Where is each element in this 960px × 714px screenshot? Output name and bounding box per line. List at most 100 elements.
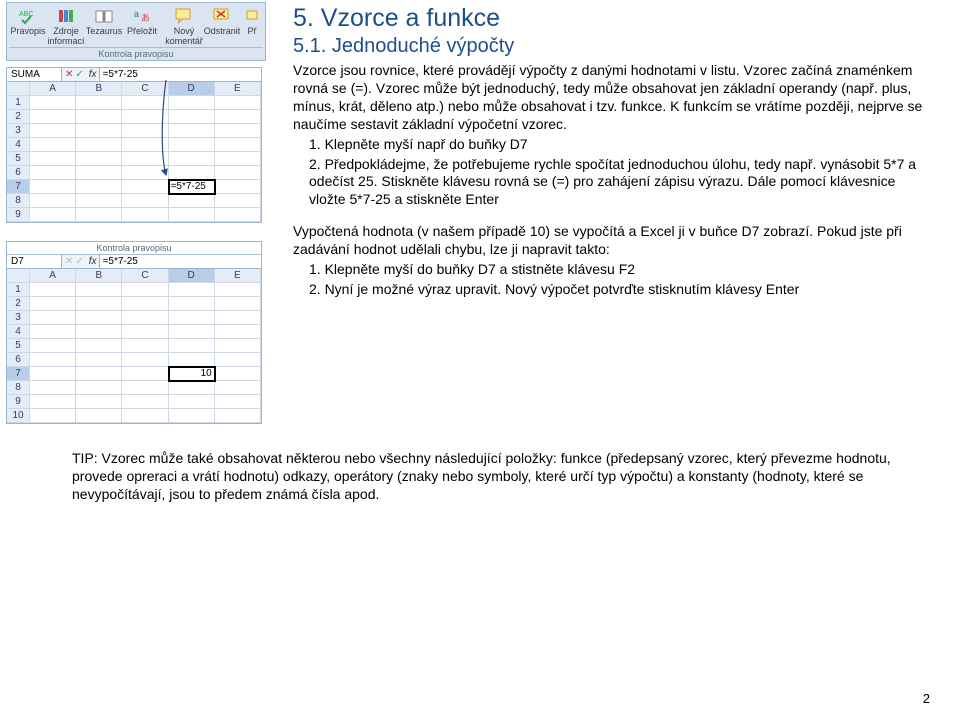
cell[interactable]: [215, 297, 261, 311]
cell[interactable]: [76, 311, 122, 325]
cell[interactable]: [169, 138, 215, 152]
cell[interactable]: [76, 367, 122, 381]
ribbon-button-thesaurus[interactable]: Tezaurus: [85, 5, 123, 37]
cell[interactable]: [76, 395, 122, 409]
cell[interactable]: [30, 96, 76, 110]
row-header[interactable]: 3: [7, 311, 30, 325]
cell[interactable]: [76, 152, 122, 166]
col-header[interactable]: A: [30, 269, 76, 283]
cell[interactable]: [30, 110, 76, 124]
cell[interactable]: [215, 311, 261, 325]
cell[interactable]: [30, 353, 76, 367]
formula-bar-buttons[interactable]: ✕ ✓: [62, 69, 87, 80]
cell[interactable]: [122, 124, 168, 138]
cell[interactable]: [122, 367, 168, 381]
cell[interactable]: [76, 297, 122, 311]
cell[interactable]: [30, 166, 76, 180]
row-header[interactable]: 5: [7, 152, 30, 166]
formula-input[interactable]: =5*7-25: [99, 255, 261, 268]
formula-input[interactable]: =5*7-25: [99, 68, 261, 81]
grid[interactable]: A B C D E 1 2 3 4 5 6 7=5*7-25 8 9: [7, 82, 261, 222]
row-header[interactable]: 4: [7, 138, 30, 152]
cell[interactable]: [122, 311, 168, 325]
cell[interactable]: [215, 325, 261, 339]
cell[interactable]: [30, 395, 76, 409]
cell[interactable]: [169, 395, 215, 409]
row-header[interactable]: 2: [7, 297, 30, 311]
cell[interactable]: [169, 283, 215, 297]
cell[interactable]: [76, 180, 122, 194]
cell[interactable]: [76, 110, 122, 124]
ribbon-button-prev[interactable]: Př: [241, 5, 263, 37]
cell[interactable]: [169, 110, 215, 124]
cell[interactable]: [76, 166, 122, 180]
cell[interactable]: [215, 381, 261, 395]
row-header[interactable]: 10: [7, 409, 30, 423]
row-header[interactable]: 1: [7, 283, 30, 297]
cell[interactable]: [169, 353, 215, 367]
col-header[interactable]: D: [169, 82, 215, 96]
row-header[interactable]: 1: [7, 96, 30, 110]
cell[interactable]: [215, 353, 261, 367]
cell[interactable]: [169, 166, 215, 180]
cell[interactable]: [76, 381, 122, 395]
cell[interactable]: [215, 395, 261, 409]
cell[interactable]: [122, 353, 168, 367]
cell[interactable]: [169, 409, 215, 423]
cell[interactable]: [122, 96, 168, 110]
cell[interactable]: [215, 110, 261, 124]
cell[interactable]: [169, 325, 215, 339]
row-header[interactable]: 3: [7, 124, 30, 138]
cell[interactable]: [76, 208, 122, 222]
cell[interactable]: [122, 325, 168, 339]
cell[interactable]: [122, 180, 168, 194]
cell[interactable]: [169, 208, 215, 222]
cell[interactable]: [169, 96, 215, 110]
cell[interactable]: [76, 325, 122, 339]
cell[interactable]: [30, 311, 76, 325]
col-header[interactable]: A: [30, 82, 76, 96]
row-header[interactable]: 6: [7, 166, 30, 180]
cell[interactable]: [30, 339, 76, 353]
ribbon-button-delete[interactable]: Odstranit: [203, 5, 241, 37]
row-header[interactable]: 8: [7, 381, 30, 395]
cell[interactable]: [122, 152, 168, 166]
cell[interactable]: [30, 367, 76, 381]
col-header[interactable]: E: [215, 269, 261, 283]
cell[interactable]: [215, 339, 261, 353]
cell[interactable]: [76, 124, 122, 138]
cell[interactable]: [76, 194, 122, 208]
cell[interactable]: [122, 166, 168, 180]
cell[interactable]: [30, 381, 76, 395]
cell[interactable]: [215, 180, 261, 194]
cell[interactable]: [30, 124, 76, 138]
row-header[interactable]: 8: [7, 194, 30, 208]
cell[interactable]: [76, 339, 122, 353]
ribbon-button-spellcheck[interactable]: ABC Pravopis: [9, 5, 47, 37]
row-header[interactable]: 5: [7, 339, 30, 353]
cell[interactable]: [122, 409, 168, 423]
cell[interactable]: [215, 194, 261, 208]
cell[interactable]: [215, 152, 261, 166]
cell[interactable]: [169, 194, 215, 208]
cell[interactable]: [122, 283, 168, 297]
cell[interactable]: [122, 138, 168, 152]
cell[interactable]: [215, 124, 261, 138]
cell[interactable]: [30, 297, 76, 311]
cell[interactable]: [30, 325, 76, 339]
row-header[interactable]: 7: [7, 180, 30, 194]
cell[interactable]: [122, 208, 168, 222]
cell[interactable]: [169, 311, 215, 325]
cell[interactable]: [122, 194, 168, 208]
cell[interactable]: [30, 180, 76, 194]
cell-d7[interactable]: 10: [169, 367, 215, 381]
cell[interactable]: [215, 208, 261, 222]
grid[interactable]: A B C D E 1 2 3 4 5 6 710 8 9 10: [7, 269, 261, 423]
grid-corner[interactable]: [7, 269, 30, 283]
cell[interactable]: [215, 138, 261, 152]
cell[interactable]: [122, 110, 168, 124]
cell[interactable]: [76, 409, 122, 423]
col-header[interactable]: B: [76, 82, 122, 96]
cell[interactable]: [30, 152, 76, 166]
fx-icon[interactable]: fx: [87, 256, 99, 267]
